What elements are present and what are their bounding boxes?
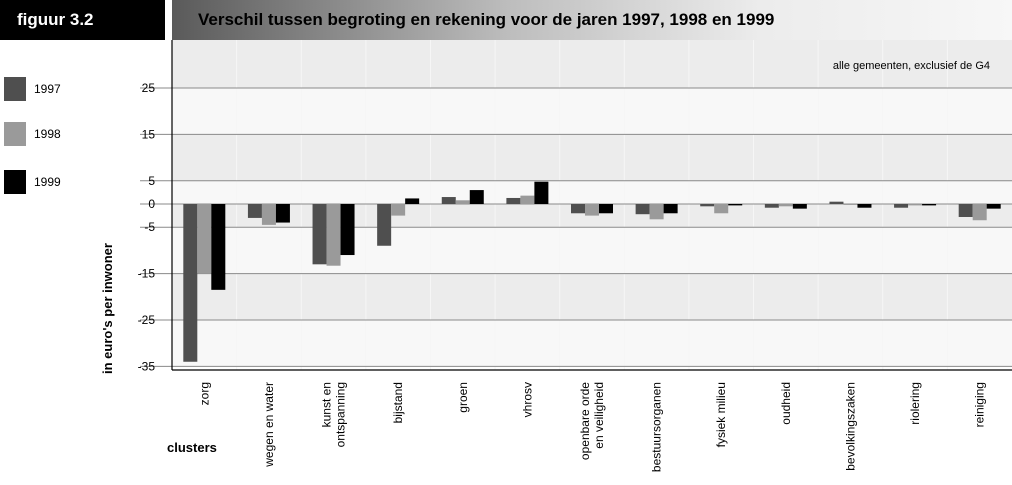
category-label: zorg	[197, 382, 211, 405]
y-tick-label: 5	[148, 174, 155, 188]
bar-1998-7	[649, 204, 664, 220]
y-axis-label: in euro's per inwoner	[100, 243, 115, 374]
bar-1997-5	[506, 197, 521, 204]
chart-title: Verschil tussen begroting en rekening vo…	[198, 10, 775, 29]
y-tick-label: 15	[142, 127, 156, 141]
legend-label-1998: 1998	[34, 127, 61, 141]
category-label: wegen en water	[262, 382, 276, 468]
category-label: openbare ordeen veiligheid	[578, 382, 606, 460]
bar-1999-9	[792, 204, 807, 209]
y-tick-label: 25	[142, 81, 156, 95]
category-label: bevolkingszaken	[843, 382, 857, 471]
bar-1998-5	[520, 195, 535, 204]
bar-1997-12	[958, 204, 973, 217]
plot-band	[172, 88, 1012, 135]
x-axis-label: clusters	[167, 440, 217, 455]
legend-swatch-1998	[4, 122, 26, 146]
category-label: bijstand	[391, 382, 405, 423]
y-tick-label: -5	[144, 220, 155, 234]
bar-1999-11	[922, 204, 937, 206]
bar-1997-6	[571, 204, 585, 214]
plot-band	[172, 320, 1012, 367]
bar-1999-10	[857, 204, 872, 208]
bar-1998-6	[585, 204, 599, 216]
bar-1997-3	[377, 204, 392, 246]
category-label: vhrosv	[520, 382, 534, 417]
category-label: fysiek milieu	[714, 382, 728, 447]
legend-swatch-1997	[4, 77, 26, 101]
chart-subtitle: alle gemeenten, exclusief de G4	[833, 60, 990, 72]
bar-1997-10	[829, 201, 844, 204]
y-tick-label: -25	[138, 313, 156, 327]
bar-1999-3	[405, 198, 420, 204]
y-tick-label: 0	[148, 197, 155, 211]
bar-1998-3	[391, 204, 406, 216]
bar-1998-9	[778, 204, 793, 207]
bar-1999-4	[469, 190, 484, 204]
legend-swatch-1999	[4, 170, 26, 194]
category-label: oudheid	[779, 382, 793, 425]
bar-1999-2	[340, 204, 355, 256]
category-label: reiniging	[973, 382, 987, 427]
category-label: groen	[456, 382, 470, 413]
bar-1998-2	[326, 204, 341, 266]
plot-band	[172, 227, 1012, 274]
bar-1997-0	[183, 204, 198, 362]
bar-1997-2	[312, 204, 327, 265]
bar-1999-0	[211, 204, 226, 290]
category-label: bestuursorganen	[650, 382, 664, 472]
bar-1998-4	[455, 200, 470, 204]
bar-1997-7	[635, 204, 650, 215]
title-band: Verschil tussen begroting en rekening vo…	[172, 0, 1012, 40]
bar-1997-8	[700, 204, 715, 207]
bar-1998-1	[261, 204, 276, 225]
y-tick-label: -15	[138, 267, 156, 281]
bar-1999-1	[275, 204, 290, 223]
bar-1999-7	[663, 204, 678, 214]
bar-1998-11	[908, 204, 923, 206]
legend-label-1999: 1999	[34, 175, 61, 189]
bar-1998-12	[972, 204, 987, 221]
legend-label-1997: 1997	[34, 82, 61, 96]
bar-1998-0	[197, 204, 212, 274]
bar-1997-1	[247, 204, 262, 218]
plot-band	[172, 134, 1012, 181]
bar-1997-9	[764, 204, 779, 208]
bar-1998-10	[843, 204, 858, 205]
bar-1999-12	[986, 204, 1001, 209]
y-tick-label: -35	[138, 359, 156, 373]
bar-1997-4	[441, 197, 456, 204]
plot-band	[172, 40, 1012, 88]
plot-band	[172, 273, 1012, 320]
plot-band	[172, 180, 1012, 204]
category-label: riolering	[908, 382, 922, 425]
figure-label: figuur 3.2	[0, 0, 165, 40]
bar-1999-6	[599, 204, 613, 214]
bar-1999-8	[728, 204, 743, 206]
bar-1999-5	[534, 181, 549, 204]
category-label: kunst enontspanning	[320, 382, 348, 447]
bar-1998-8	[714, 204, 729, 214]
bar-1997-11	[894, 204, 909, 208]
